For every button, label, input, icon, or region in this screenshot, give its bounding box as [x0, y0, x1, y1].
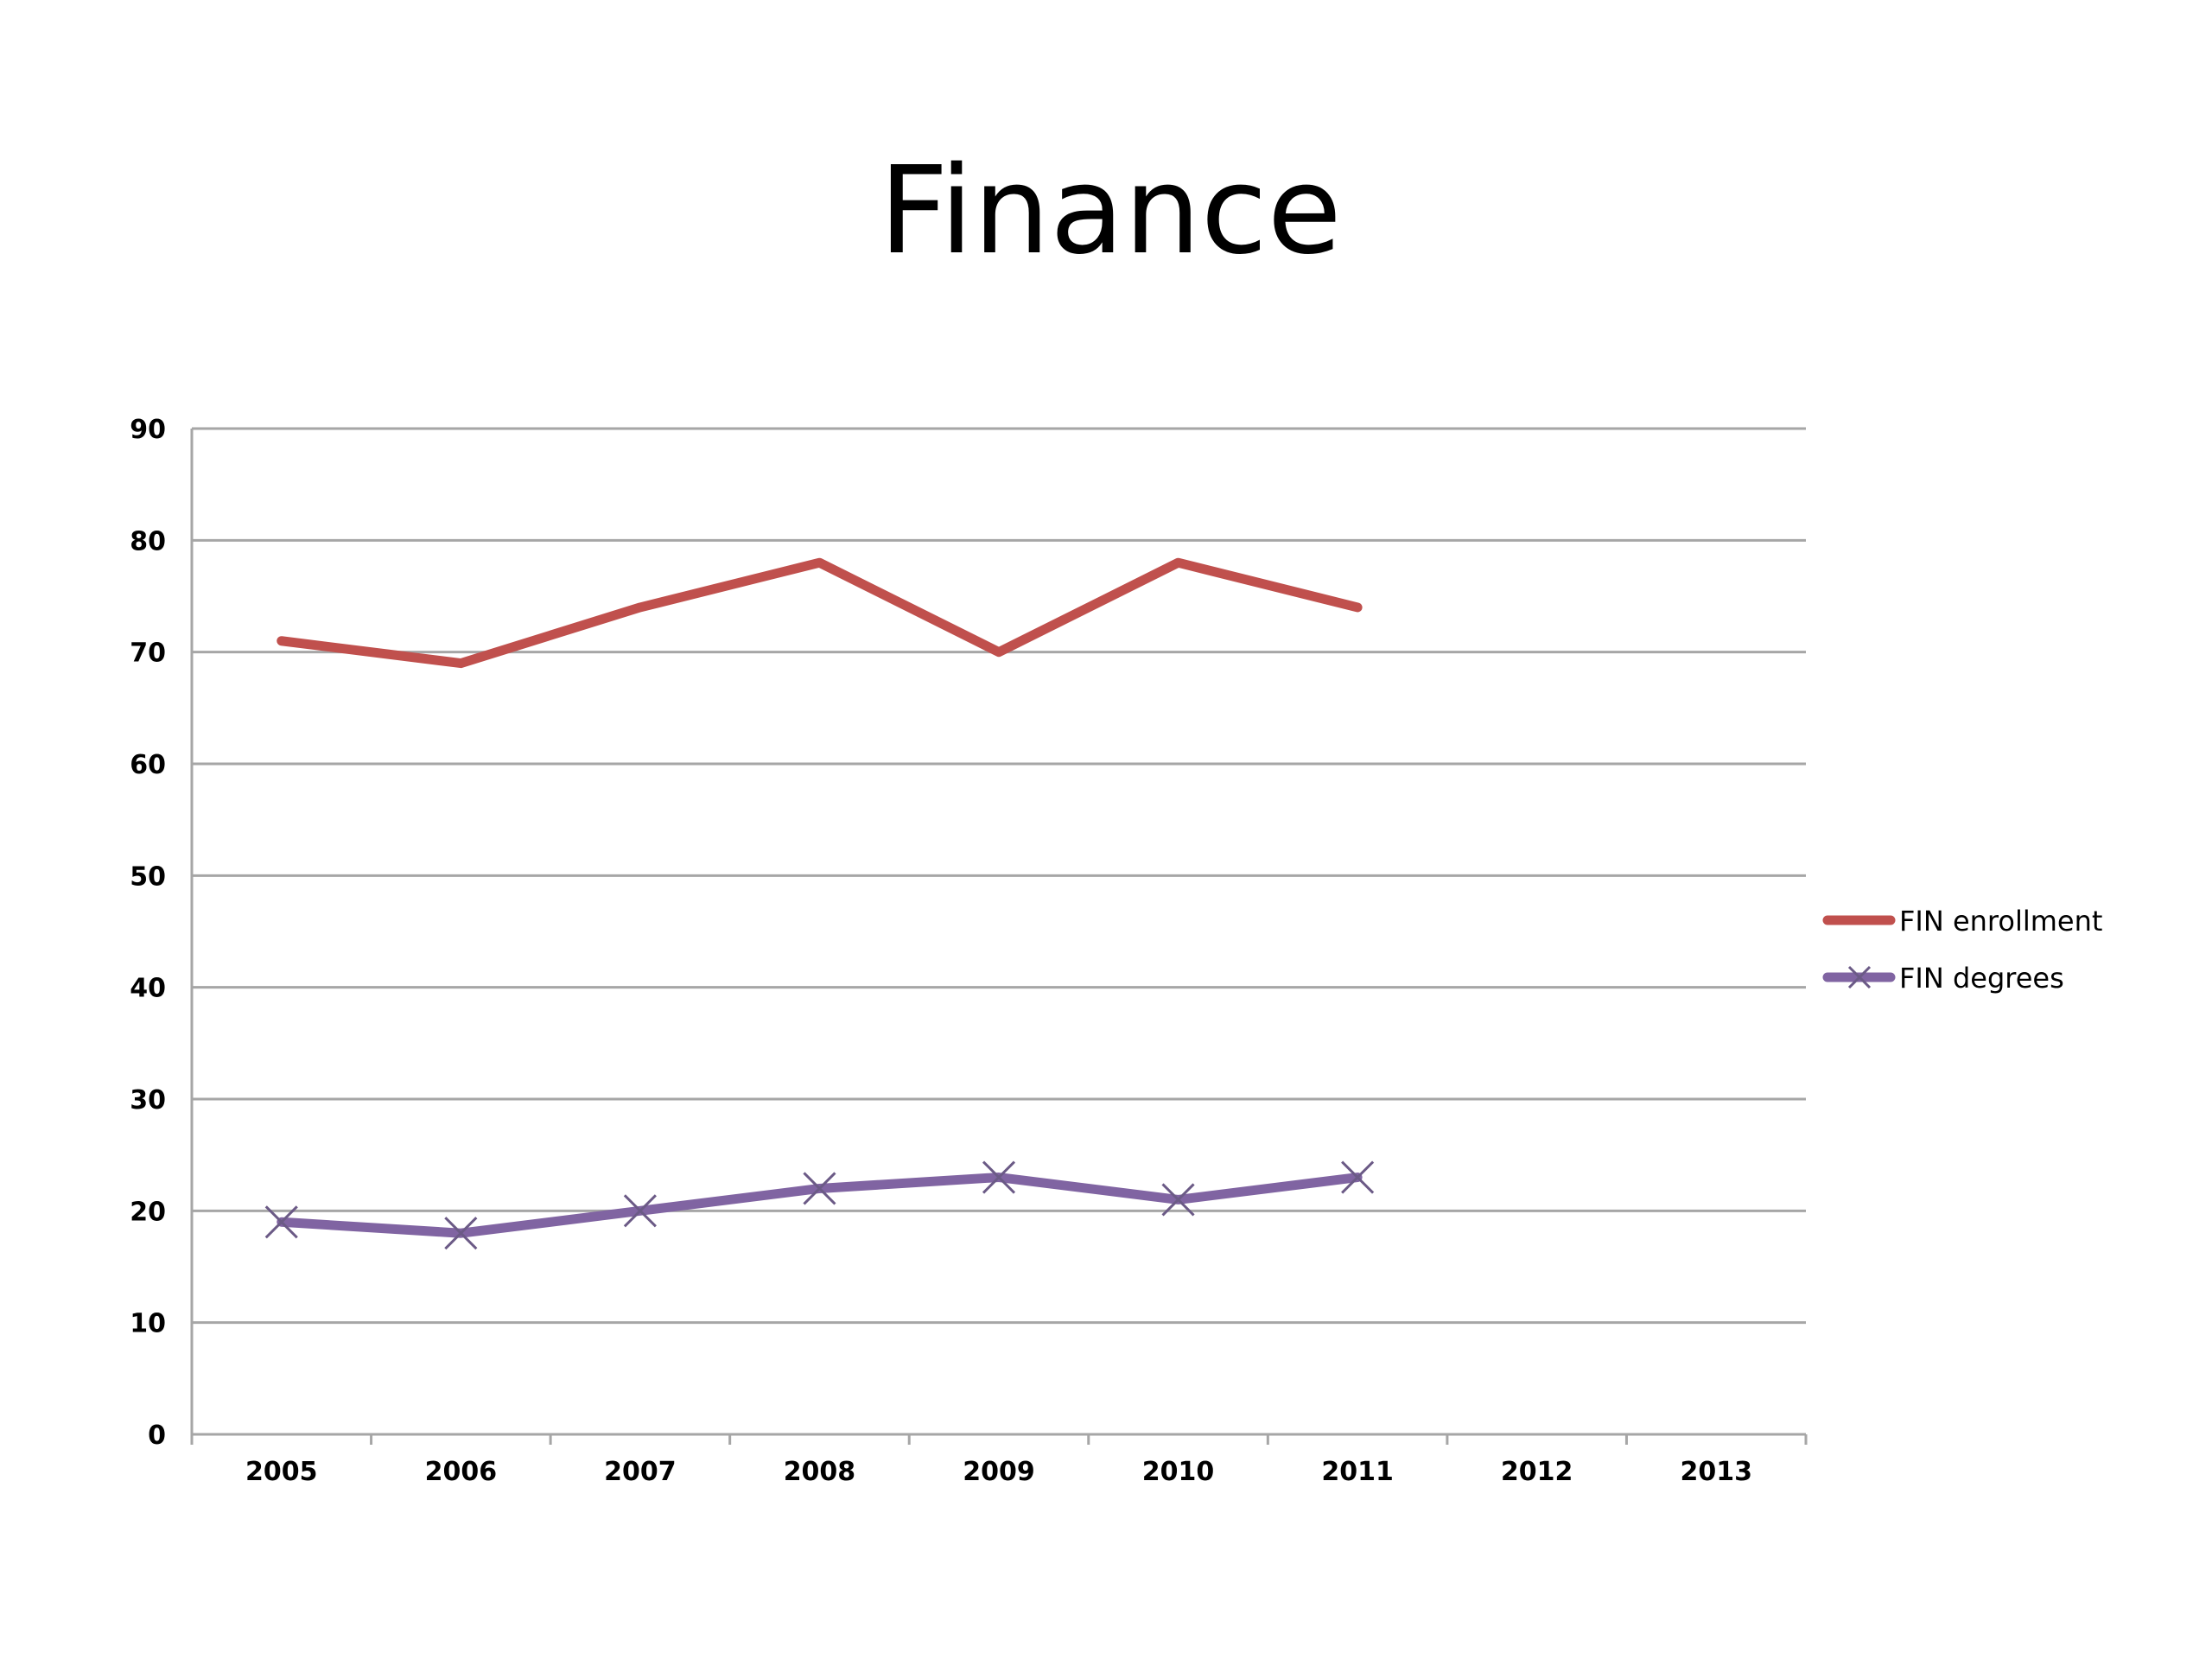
chart-title: Finance [879, 141, 1342, 282]
y-tick-label: 60 [130, 750, 166, 780]
y-tick-label: 30 [130, 1085, 166, 1116]
y-tick-label: 70 [130, 639, 166, 669]
x-tick-label: 2013 [1680, 1457, 1752, 1487]
data-point [444, 1217, 478, 1250]
data-point [982, 1160, 1016, 1194]
x-tick-label: 2006 [425, 1457, 498, 1487]
series-line [276, 557, 1363, 669]
series-lines [264, 557, 1375, 1250]
x-tick-label: 2011 [1321, 1457, 1394, 1487]
gridlines [192, 427, 1806, 1325]
y-tick-label: 20 [130, 1197, 166, 1227]
x-tick-label: 2008 [784, 1457, 856, 1487]
series-1 [264, 1160, 1375, 1250]
y-tick-label: 10 [130, 1309, 166, 1339]
data-point [1161, 1183, 1195, 1217]
data-point [623, 1194, 657, 1228]
y-tick-label: 0 [148, 1421, 166, 1451]
legend-marker [1847, 965, 1872, 989]
series-0 [276, 557, 1363, 669]
x-tick-label: 2009 [963, 1457, 1035, 1487]
y-tick-label: 50 [130, 861, 166, 892]
legend-label: FIN degrees [1899, 962, 2064, 995]
legend-label: FIN enrollment [1899, 905, 2102, 938]
y-tick-label: 90 [130, 415, 166, 445]
data-point [1341, 1160, 1375, 1194]
x-tick-label: 2012 [1501, 1457, 1573, 1487]
legend: FIN enrollment FIN degrees [1822, 905, 2102, 995]
y-tick-label: 40 [130, 974, 166, 1004]
data-point [264, 1205, 298, 1239]
x-tick-label: 2005 [245, 1457, 318, 1487]
x-tick-label: 2007 [604, 1457, 677, 1487]
series-line [276, 1173, 1363, 1238]
y-tick-label: 80 [130, 526, 166, 556]
legend-item: FIN degrees [1822, 962, 2064, 995]
x-tick-label: 2010 [1142, 1457, 1215, 1487]
data-point [803, 1172, 836, 1205]
legend-item: FIN enrollment [1822, 905, 2102, 938]
axes: 0 10 20 30 40 50 60 70 80 90 2005 2006 2007 2008 2009 2… [130, 415, 1808, 1487]
